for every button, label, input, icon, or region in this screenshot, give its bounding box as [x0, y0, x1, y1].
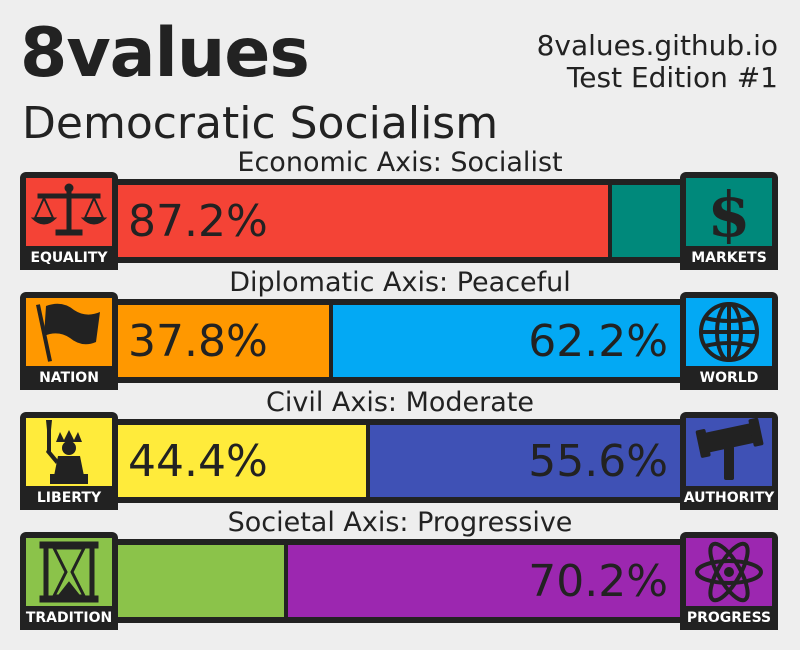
equality-label: EQUALITY	[20, 246, 118, 270]
scales-icon	[30, 183, 108, 236]
nation-icon-box: NATION	[20, 292, 118, 390]
site-url: 8values.github.io	[536, 29, 778, 62]
world-percent: 62.2%	[528, 315, 668, 367]
nation-segment: 37.8%	[118, 305, 329, 377]
site-info: 8values.github.io Test Edition #1	[537, 30, 778, 94]
gavel-icon	[695, 418, 764, 480]
progress-label: PROGRESS	[680, 606, 778, 630]
economic-bar: 87.2%	[112, 179, 688, 263]
societal-axis-title: Societal Axis: Progressive	[227, 507, 573, 538]
progress-icon-box: PROGRESS	[680, 532, 778, 630]
equality-icon-box: EQUALITY	[20, 172, 118, 270]
globe-icon	[699, 302, 759, 362]
authority-icon-box: AUTHORITY	[680, 412, 778, 510]
societal-bar: 70.2%	[112, 539, 688, 623]
progress-percent: 70.2%	[528, 555, 668, 607]
statue-of-liberty-icon	[46, 420, 88, 484]
svg-text:$: $	[707, 178, 750, 244]
tradition-label: TRADITION	[20, 606, 118, 630]
atom-icon	[695, 541, 763, 603]
liberty-segment: 44.4%	[118, 425, 366, 497]
liberty-label: LIBERTY	[20, 486, 118, 510]
markets-segment	[612, 185, 682, 257]
markets-icon-box: $ MARKETS	[680, 172, 778, 270]
equality-segment: 87.2%	[118, 185, 608, 257]
tradition-segment	[118, 545, 284, 617]
edition-label: Test Edition #1	[566, 61, 778, 94]
diplomatic-bar: 37.8% 62.2%	[112, 299, 688, 383]
world-label: WORLD	[680, 366, 778, 390]
progress-segment: 70.2%	[288, 545, 682, 617]
civil-bar: 44.4% 55.6%	[112, 419, 688, 503]
hourglass-icon	[39, 541, 99, 603]
nation-percent: 37.8%	[128, 315, 268, 367]
ideology-result: Democratic Socialism	[22, 98, 499, 149]
authority-segment: 55.6%	[370, 425, 682, 497]
authority-percent: 55.6%	[528, 435, 668, 487]
nation-label: NATION	[20, 366, 118, 390]
markets-label: MARKETS	[680, 246, 778, 270]
world-segment: 62.2%	[333, 305, 682, 377]
tradition-icon-box: TRADITION	[20, 532, 118, 630]
authority-label: AUTHORITY	[680, 486, 778, 510]
equality-percent: 87.2%	[128, 195, 268, 247]
world-icon-box: WORLD	[680, 292, 778, 390]
liberty-percent: 44.4%	[128, 435, 268, 487]
dollar-icon: $	[707, 178, 750, 244]
brand-title: 8values	[20, 14, 310, 93]
civil-axis-title: Civil Axis: Moderate	[265, 387, 535, 418]
flag-icon	[36, 303, 100, 362]
diplomatic-axis-title: Diplomatic Axis: Peaceful	[229, 267, 571, 298]
liberty-icon-box: LIBERTY	[20, 412, 118, 510]
economic-axis-title: Economic Axis: Socialist	[237, 147, 563, 178]
